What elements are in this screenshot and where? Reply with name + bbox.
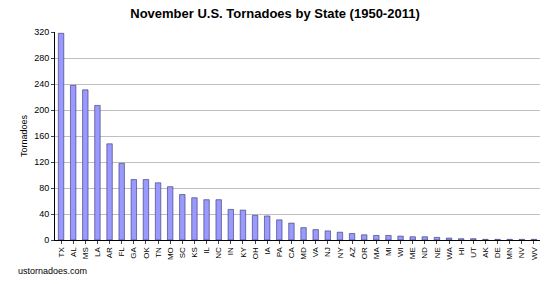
svg-text:80: 80 [39, 183, 49, 193]
svg-text:AR: AR [105, 247, 114, 258]
svg-text:AL: AL [69, 247, 78, 257]
svg-text:OK: OK [142, 247, 151, 259]
svg-text:IA: IA [263, 247, 272, 255]
svg-text:GA: GA [129, 247, 138, 259]
svg-text:KY: KY [239, 247, 248, 258]
svg-text:KS: KS [190, 247, 199, 258]
svg-text:OH: OH [251, 247, 260, 259]
svg-text:SC: SC [178, 247, 187, 258]
svg-text:NY: NY [336, 247, 345, 259]
svg-text:MN: MN [505, 247, 514, 260]
svg-text:NJ: NJ [323, 247, 332, 257]
svg-text:120: 120 [34, 157, 49, 167]
svg-text:TN: TN [154, 247, 163, 258]
svg-text:280: 280 [34, 53, 49, 63]
svg-text:UT: UT [469, 247, 478, 258]
svg-text:PA: PA [275, 247, 284, 258]
svg-text:CA: CA [287, 247, 296, 259]
svg-text:ME: ME [408, 247, 417, 259]
svg-text:AZ: AZ [348, 247, 357, 257]
svg-text:TX: TX [57, 247, 66, 258]
svg-text:WI: WI [396, 247, 405, 257]
svg-text:IL: IL [202, 247, 211, 254]
svg-text:MI: MI [384, 247, 393, 256]
svg-text:AK: AK [481, 247, 490, 258]
svg-text:DE: DE [493, 247, 502, 258]
svg-text:ustornadoes.com: ustornadoes.com [18, 266, 87, 276]
svg-text:FL: FL [117, 247, 126, 257]
svg-text:ND: ND [420, 247, 429, 259]
svg-text:HI: HI [457, 247, 466, 255]
svg-text:0: 0 [44, 235, 49, 245]
svg-text:NC: NC [214, 247, 223, 259]
svg-text:40: 40 [39, 209, 49, 219]
svg-text:NE: NE [433, 247, 442, 258]
svg-text:November U.S. Tornadoes by Sta: November U.S. Tornadoes by State (1950-2… [130, 6, 419, 21]
svg-text:320: 320 [34, 27, 49, 37]
svg-text:WA: WA [445, 247, 454, 260]
svg-text:MA: MA [372, 247, 381, 260]
svg-text:MD: MD [299, 247, 308, 260]
svg-text:WV: WV [530, 247, 539, 261]
svg-text:MS: MS [81, 247, 90, 259]
svg-text:NV: NV [517, 247, 526, 259]
svg-text:MO: MO [166, 247, 175, 260]
svg-text:VA: VA [311, 247, 320, 258]
svg-text:200: 200 [34, 105, 49, 115]
svg-text:LA: LA [93, 247, 102, 257]
svg-text:IN: IN [226, 247, 235, 255]
svg-text:240: 240 [34, 79, 49, 89]
svg-text:OR: OR [360, 247, 369, 259]
svg-text:160: 160 [34, 131, 49, 141]
svg-text:Tornadoes: Tornadoes [19, 114, 29, 157]
